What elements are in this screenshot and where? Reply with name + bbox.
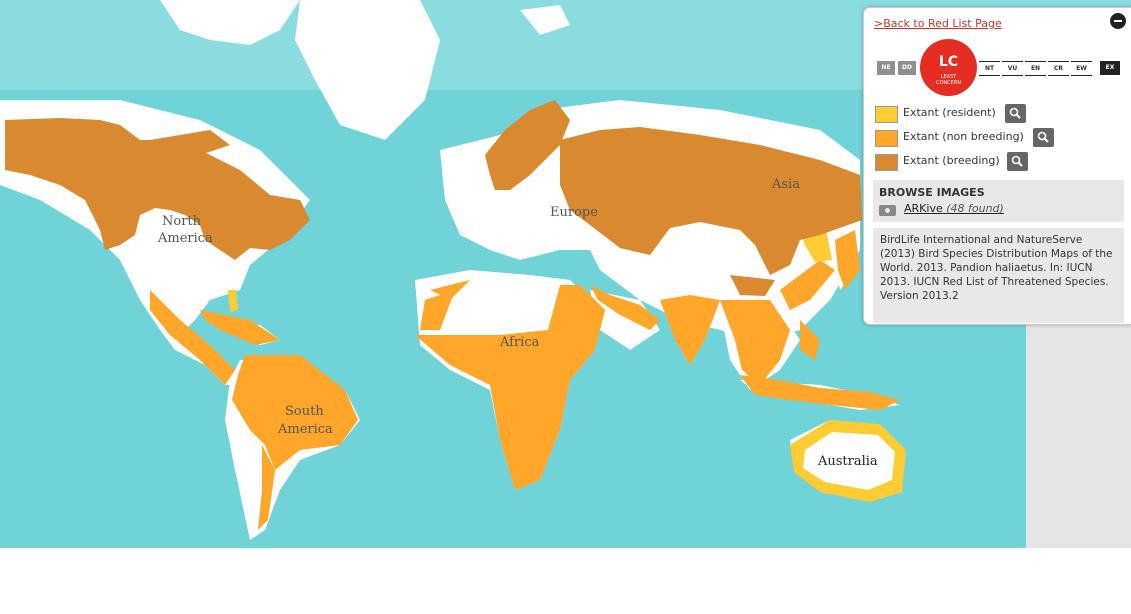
category-ew: EW — [1071, 61, 1092, 76]
current-category-name: LEAST CONCERN — [935, 74, 962, 86]
label-north-america-2: America — [157, 231, 213, 246]
category-nt: NT — [979, 61, 1000, 76]
range-china-coast — [780, 260, 835, 310]
arkive-source: ARKive — [904, 202, 943, 215]
range-southeast-asia — [720, 300, 790, 385]
browse-images-title: BROWSE IMAGES — [879, 186, 985, 199]
label-asia: Asia — [771, 177, 800, 192]
legend-label-non-breeding: Extant (non breeding) — [903, 130, 1024, 143]
legend-label-resident: Extant (resident) — [903, 106, 996, 119]
label-south-america-2: America — [277, 422, 333, 437]
range-asia-interior — [730, 275, 775, 296]
legend-swatch-breeding — [875, 154, 898, 171]
range-arabia — [590, 285, 660, 330]
range-south-america-coast — [258, 445, 275, 530]
range-caribbean — [200, 310, 280, 345]
zoom-resident-button[interactable] — [1005, 104, 1026, 123]
legend-swatch-resident — [875, 106, 898, 123]
current-category-badge: LC LEAST CONCERN — [920, 39, 977, 96]
label-australia: Australia — [817, 454, 878, 469]
arkive-count: (48 found) — [946, 202, 1004, 215]
range-scandinavia — [485, 100, 570, 190]
arctic-islands — [160, 0, 300, 45]
range-russia — [560, 127, 862, 275]
zoom-breeding-button[interactable] — [1007, 152, 1028, 171]
magnifier-icon — [1011, 155, 1023, 167]
category-ex: EX — [1100, 61, 1120, 75]
category-en: EN — [1025, 61, 1046, 76]
arkive-link[interactable]: ARKive (48 found) — [904, 202, 1004, 215]
range-australia-coast — [790, 420, 906, 502]
category-dd: DD — [898, 61, 916, 75]
label-africa: Africa — [499, 335, 540, 350]
map-side-margin — [1026, 320, 1131, 548]
magnifier-icon — [1037, 131, 1049, 143]
label-north-america-1: North — [162, 214, 202, 229]
legend-swatch-non-breeding — [875, 130, 898, 147]
browse-images-section: BROWSE IMAGES ARKive (48 found) — [873, 180, 1124, 222]
zoom-non-breeding-button[interactable] — [1033, 128, 1054, 147]
range-philippines — [800, 320, 820, 360]
range-africa-coast-nw — [420, 290, 455, 330]
category-cr: CR — [1048, 61, 1069, 76]
svalbard — [520, 5, 570, 35]
range-japan — [835, 230, 860, 290]
back-to-red-list-link[interactable]: >Back to Red List Page — [874, 17, 1002, 30]
range-central-america — [150, 290, 235, 385]
current-category-code: LC — [938, 54, 959, 70]
range-africa — [415, 285, 605, 490]
species-info-panel: >Back to Red List Page NE DD LC LEAST CO… — [863, 7, 1131, 325]
greenland — [295, 0, 440, 140]
magnifier-icon — [1009, 107, 1021, 119]
label-europe: Europe — [550, 205, 598, 220]
continent-labels: North America South America Europe Asia … — [157, 177, 878, 469]
category-vu: VU — [1002, 61, 1023, 76]
range-breeding — [5, 100, 862, 296]
camera-icon — [879, 205, 896, 216]
range-florida — [228, 290, 238, 312]
range-non-breeding — [150, 230, 900, 530]
label-south-america-1: South — [285, 404, 324, 419]
range-india — [660, 295, 720, 365]
citation-text: BirdLife International and NatureServe (… — [873, 228, 1124, 323]
collapse-panel-button[interactable] — [1110, 13, 1126, 29]
range-north-america — [5, 118, 310, 260]
range-indonesia — [740, 375, 900, 410]
category-ne: NE — [877, 61, 895, 75]
range-north-america-arctic — [150, 130, 230, 155]
legend-label-breeding: Extant (breeding) — [903, 154, 1000, 167]
range-south-america — [232, 355, 358, 470]
red-list-status-scale: NE DD LC LEAST CONCERN NT VU EN CR EW EX — [864, 8, 1131, 108]
